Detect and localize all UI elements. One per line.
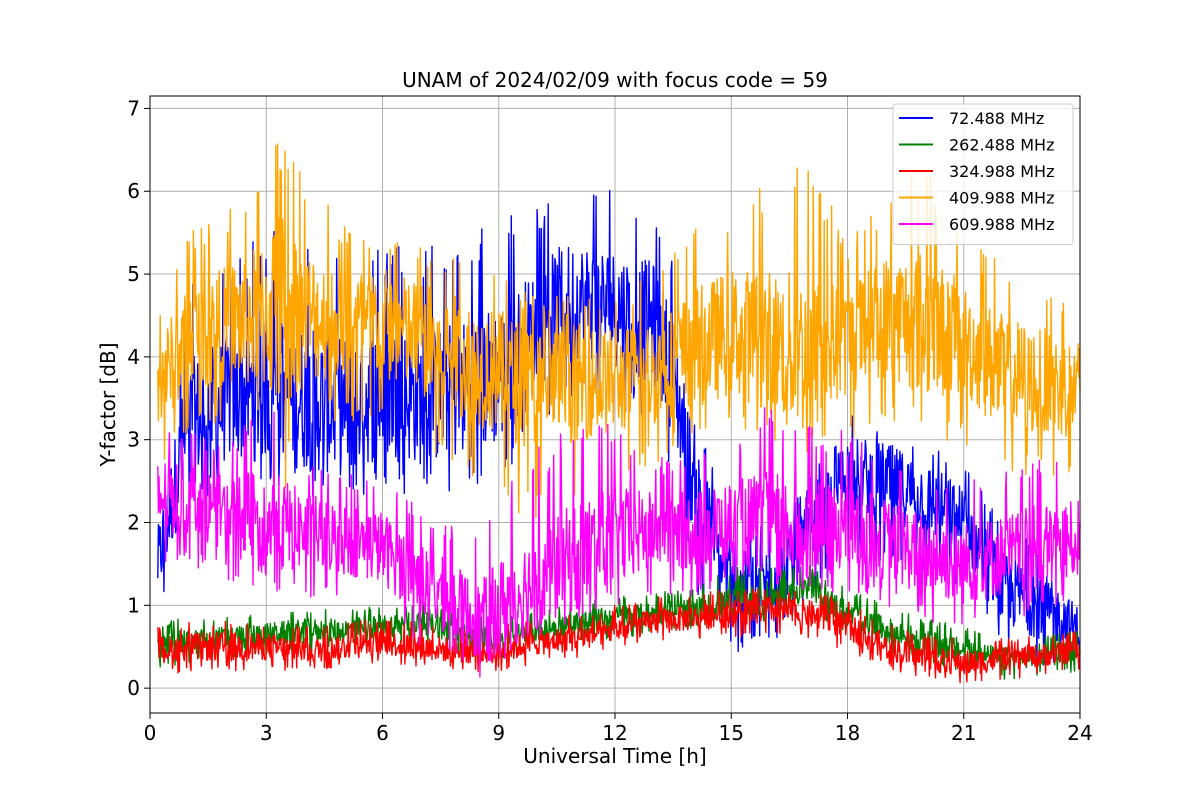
y-tick-label: 7 xyxy=(127,96,140,120)
legend-label: 72.488 MHz xyxy=(949,109,1044,128)
legend-entries: 72.488 MHz 262.488 MHz 324.988 MHz 409.988 … xyxy=(899,109,1054,234)
y-tick-label: 5 xyxy=(127,262,140,286)
y-tick-label: 1 xyxy=(127,593,140,617)
legend-label: 409.988 MHz xyxy=(949,189,1054,208)
x-tick-label: 18 xyxy=(835,721,860,745)
series-line-4 xyxy=(157,407,1081,678)
x-tick-label: 3 xyxy=(260,721,273,745)
x-tick-label: 0 xyxy=(144,721,157,745)
y-axis-label: Y-factor [dB] xyxy=(96,342,120,467)
x-tick-label: 6 xyxy=(376,721,389,745)
series-line-2 xyxy=(157,588,1081,684)
y-tick-label: 4 xyxy=(127,345,140,369)
legend-label: 262.488 MHz xyxy=(949,136,1054,155)
legend-label: 324.988 MHz xyxy=(949,162,1054,181)
legend: 72.488 MHz 262.488 MHz 324.988 MHz 409.988 … xyxy=(892,103,1074,245)
x-tick-label: 21 xyxy=(951,721,976,745)
chart-title: UNAM of 2024/02/09 with focus code = 59 xyxy=(402,68,828,92)
x-tick-label: 9 xyxy=(492,721,505,745)
y-tick-label: 3 xyxy=(127,428,140,452)
y-tick-label: 0 xyxy=(127,676,140,700)
series-line-3 xyxy=(157,143,1081,518)
x-tick-label: 12 xyxy=(602,721,627,745)
x-tick-label: 15 xyxy=(719,721,744,745)
x-tick-label: 24 xyxy=(1067,721,1092,745)
y-tick-label: 6 xyxy=(127,179,140,203)
legend-label: 609.988 MHz xyxy=(949,215,1054,234)
series-group xyxy=(157,143,1081,684)
y-tick-label: 2 xyxy=(127,511,140,535)
legend-box xyxy=(892,103,1074,245)
x-axis-label: Universal Time [h] xyxy=(523,744,706,768)
